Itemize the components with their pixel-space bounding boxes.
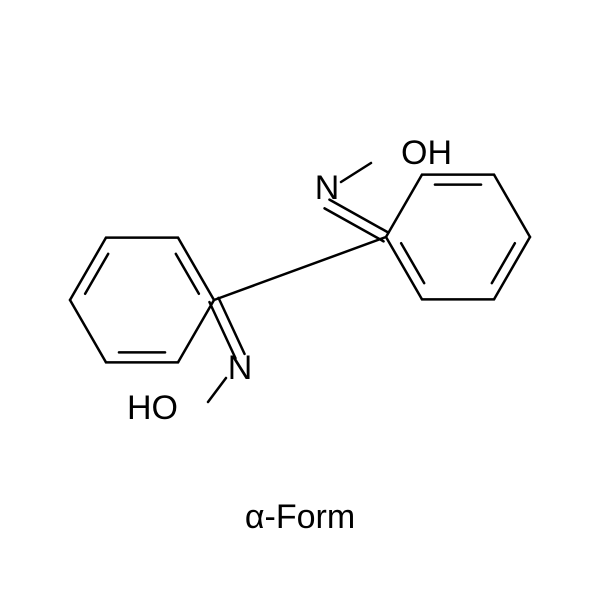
oh-bottom: HO	[127, 389, 178, 427]
bond	[214, 237, 386, 300]
bond	[70, 300, 106, 362]
bond	[176, 254, 199, 294]
caption: α-Form	[245, 498, 355, 536]
bond	[208, 378, 226, 402]
oh-top: OH	[401, 134, 452, 172]
nitrogen-top: N	[315, 169, 340, 207]
bond	[341, 163, 371, 182]
bond	[219, 298, 245, 354]
bond	[85, 254, 108, 294]
bond	[494, 175, 530, 237]
bond	[178, 300, 214, 362]
nitrogen-bottom: N	[228, 349, 253, 387]
bond	[492, 243, 515, 283]
bond	[401, 243, 424, 283]
bond	[386, 175, 422, 237]
